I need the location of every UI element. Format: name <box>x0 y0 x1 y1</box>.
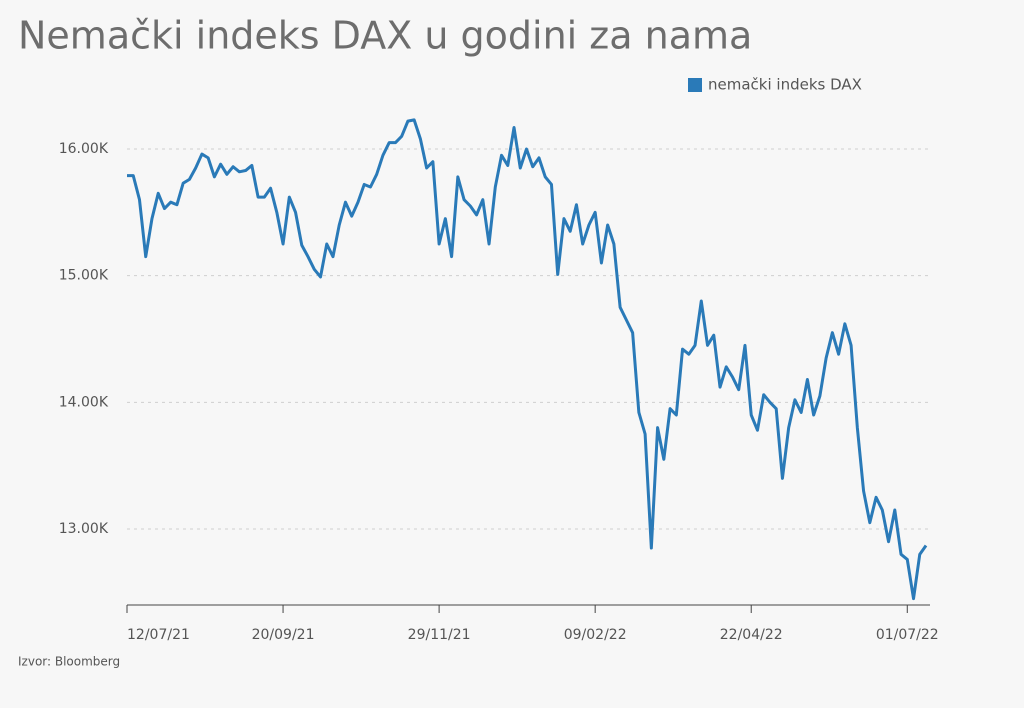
x-tick-label: 01/07/22 <box>876 627 939 643</box>
y-tick-label: 13.00K <box>59 521 109 537</box>
x-tick-label: 12/07/21 <box>127 627 190 643</box>
y-tick-label: 15.00K <box>59 268 109 284</box>
legend-swatch <box>688 78 702 92</box>
chart-title: Nemački indeks DAX u godini za nama <box>18 14 752 58</box>
x-tick-label: 09/02/22 <box>564 627 627 643</box>
x-tick-label: 22/04/22 <box>720 627 783 643</box>
x-tick-label: 20/09/21 <box>252 627 315 643</box>
y-tick-label: 16.00K <box>59 141 109 157</box>
x-tick-label: 29/11/21 <box>408 627 471 643</box>
line <box>127 118 928 601</box>
legend-label: nemački indeks DAX <box>708 76 862 94</box>
source: Izvor: Bloomberg <box>18 655 120 669</box>
y-tick-label: 14.00K <box>59 394 109 410</box>
